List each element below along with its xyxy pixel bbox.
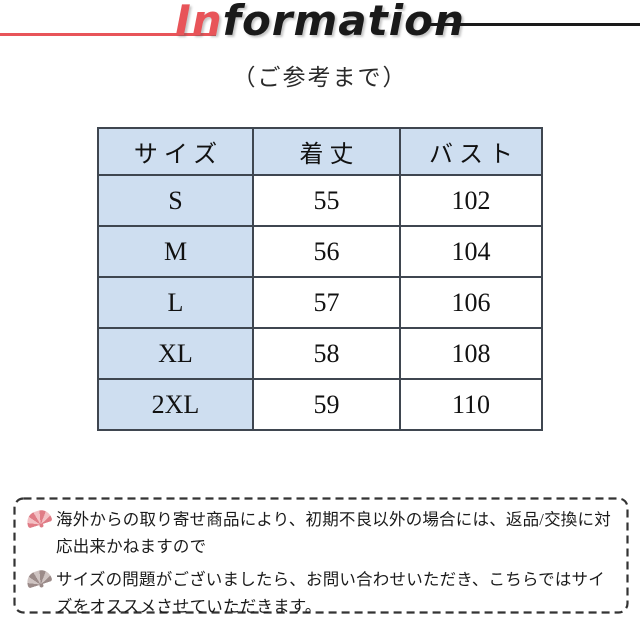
table-header-row: サイズ 着丈 バスト bbox=[97, 127, 543, 176]
cell-bust: 106 bbox=[399, 276, 543, 329]
note-item: サイズの問題がございましたら、お問い合わせいただき、こちらではサイズをオススメさ… bbox=[24, 566, 621, 620]
fan-icon bbox=[24, 567, 53, 589]
table-row: XL 58 108 bbox=[97, 327, 543, 380]
cell-bust: 104 bbox=[399, 225, 543, 278]
cell-size: M bbox=[97, 225, 254, 278]
fan-icon bbox=[24, 507, 53, 529]
cell-length: 58 bbox=[252, 327, 401, 380]
title-rest: formation bbox=[222, 0, 465, 45]
note-text: サイズの問題がございましたら、お問い合わせいただき、こちらではサイズをオススメさ… bbox=[56, 570, 605, 616]
cell-length: 59 bbox=[252, 378, 401, 431]
cell-size: L bbox=[97, 276, 254, 329]
table-row: 2XL 59 110 bbox=[97, 378, 543, 431]
divider-line-left bbox=[0, 33, 216, 36]
col-header-size: サイズ bbox=[97, 127, 254, 176]
cell-bust: 108 bbox=[399, 327, 543, 380]
cell-length: 55 bbox=[252, 174, 401, 227]
table-row: M 56 104 bbox=[97, 225, 543, 278]
cell-size: S bbox=[97, 174, 254, 227]
cell-length: 57 bbox=[252, 276, 401, 329]
size-table: サイズ 着丈 バスト S 55 102 M 56 104 L 57 106 bbox=[97, 127, 543, 431]
cell-size: 2XL bbox=[97, 378, 254, 431]
notes-box: 海外からの取り寄せ商品により、初期不良以外の場合には、返品/交換に対応出来かねま… bbox=[13, 497, 629, 616]
page-title: Information bbox=[0, 0, 640, 45]
table-row: S 55 102 bbox=[97, 174, 543, 227]
title-accent: In bbox=[175, 0, 223, 45]
cell-size: XL bbox=[97, 327, 254, 380]
subtitle: （ご参考まで） bbox=[232, 65, 408, 90]
cell-bust: 102 bbox=[399, 174, 543, 227]
cell-bust: 110 bbox=[399, 378, 543, 431]
table-row: L 57 106 bbox=[97, 276, 543, 329]
note-text: 海外からの取り寄せ商品により、初期不良以外の場合には、返品/交換に対応出来かねま… bbox=[56, 510, 611, 556]
col-header-length: 着丈 bbox=[252, 127, 401, 176]
divider-line-right bbox=[428, 23, 640, 26]
col-header-bust: バスト bbox=[399, 127, 543, 176]
cell-length: 56 bbox=[252, 225, 401, 278]
note-item: 海外からの取り寄せ商品により、初期不良以外の場合には、返品/交換に対応出来かねま… bbox=[24, 506, 621, 560]
